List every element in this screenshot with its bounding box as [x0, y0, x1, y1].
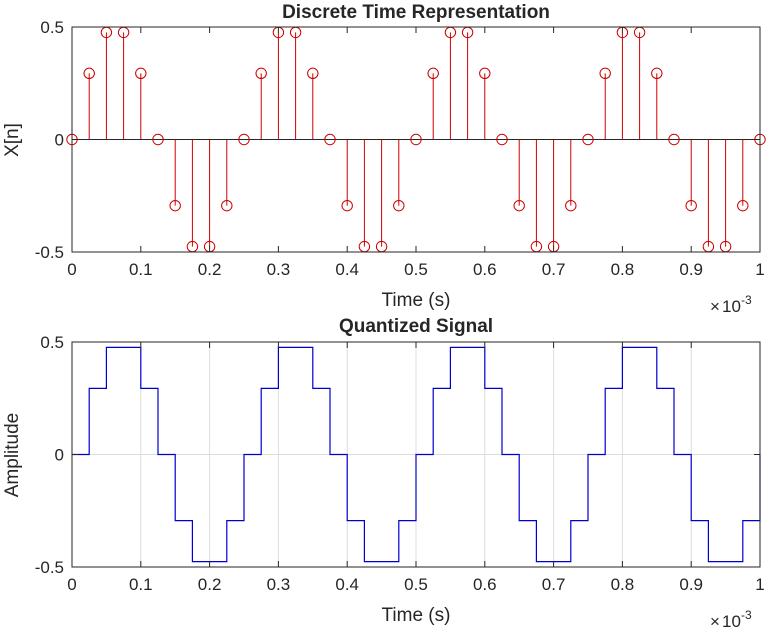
x-exponent-label: × 10 -3	[710, 608, 752, 629]
x-exponent-label: × 10 -3	[710, 293, 752, 316]
x-tick-label: 0.8	[611, 260, 635, 279]
stem-marker	[341, 199, 353, 212]
quantized-plot-panel: 0 0.1 0.2 0.3 0.4 0.5 0.6 0.7 0.8 0.9 1 -0.500.5 Q…	[2, 316, 765, 629]
stem-marker	[496, 133, 508, 146]
x-exponent-times: ×	[710, 297, 720, 316]
stem-marker	[393, 199, 405, 212]
y-axis-label: X[n]	[2, 123, 23, 157]
x-tick-label: 0.5	[404, 575, 428, 594]
x-tick-label: 0.5	[404, 260, 428, 279]
tick-marks	[71, 341, 761, 568]
stem-marker	[238, 133, 250, 146]
x-tick-label: 0.2	[198, 575, 222, 594]
x-tick-label: 0.1	[129, 575, 153, 594]
y-tick-label: 0	[55, 131, 64, 150]
quantized-signal-line	[72, 346, 761, 563]
x-exponent-power: -3	[741, 608, 752, 622]
x-exponent-base: 10	[722, 612, 741, 629]
x-tick-label: 0.8	[611, 575, 635, 594]
x-tick-label: 0.4	[335, 575, 359, 594]
stem-marker	[513, 199, 525, 212]
x-exponent-power: -3	[741, 293, 752, 307]
x-tick-label: 1	[755, 575, 764, 594]
y-axis-label: Amplitude	[2, 413, 23, 498]
x-tick-label: 0.4	[335, 260, 359, 279]
y-tick-label: -0.5	[35, 558, 64, 577]
stem-plot-panel: 0 0.1 0.2 0.3 0.4 0.5 0.6 0.7 0.8 0.9 1 -0.500.5 D…	[2, 2, 766, 316]
stem-marker	[152, 133, 164, 146]
stem-marker	[221, 199, 233, 212]
x-tick-label: 0.2	[198, 260, 222, 279]
chart-title: Discrete Time Representation	[282, 2, 550, 23]
x-tick-labels: 0 0.1 0.2 0.3 0.4 0.5 0.6 0.7 0.8 0.9 1	[67, 575, 764, 594]
x-tick-label: 0.7	[542, 260, 566, 279]
stem-marker	[582, 133, 594, 146]
x-axis-label: Time (s)	[382, 605, 451, 626]
stem-marker	[410, 133, 422, 146]
stem-marker	[307, 67, 319, 80]
stem-marker	[83, 67, 95, 80]
x-tick-label: 0.6	[473, 575, 497, 594]
y-tick-label: 0	[55, 446, 64, 465]
stem-marker	[255, 67, 267, 80]
y-tick-labels: -0.5 0 0.5	[35, 18, 64, 262]
stem-marker	[135, 67, 147, 80]
x-tick-label: 0.6	[473, 260, 497, 279]
stem-marker	[324, 133, 336, 146]
x-axis-label: Time (s)	[382, 290, 451, 311]
stem-marker	[479, 67, 491, 80]
x-tick-label: 0.1	[129, 260, 153, 279]
x-tick-label: 0.3	[267, 575, 291, 594]
stem-marker	[599, 67, 611, 80]
x-tick-label: 0.7	[542, 575, 566, 594]
stem-marker	[668, 133, 680, 146]
stem-marker	[685, 199, 697, 212]
x-tick-labels: 0 0.1 0.2 0.3 0.4 0.5 0.6 0.7 0.8 0.9 1	[67, 260, 764, 279]
x-tick-label: 0.3	[267, 260, 291, 279]
x-tick-label: 0	[67, 260, 76, 279]
stem-marker	[169, 199, 181, 212]
x-tick-label: 0.9	[679, 575, 703, 594]
staircase-marks	[72, 346, 761, 563]
stem-marker	[651, 67, 663, 80]
x-tick-label: 0.9	[679, 260, 703, 279]
x-tick-label: 1	[755, 260, 764, 279]
tick-marks	[71, 26, 761, 253]
y-tick-labels: -0.5 0 0.5	[35, 333, 64, 577]
y-tick-label: 0.5	[40, 18, 64, 37]
stem-marker	[565, 199, 577, 212]
chart-title: Quantized Signal	[339, 316, 493, 337]
stem-marker	[737, 199, 749, 212]
y-tick-label: -0.5	[35, 243, 64, 262]
stem-marker	[427, 67, 439, 80]
x-tick-label: 0	[67, 575, 76, 594]
y-tick-label: 0.5	[40, 333, 64, 352]
x-exponent-times: ×	[710, 612, 720, 629]
x-exponent-base: 10	[722, 297, 741, 316]
